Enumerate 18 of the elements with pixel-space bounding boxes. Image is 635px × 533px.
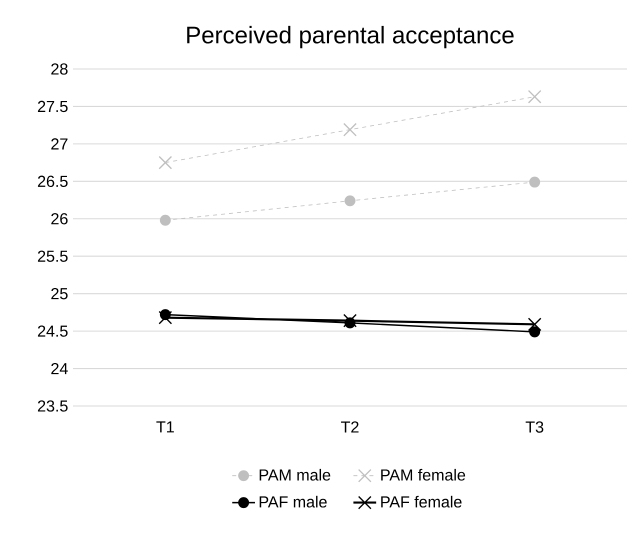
x-tick-label: T1 xyxy=(156,421,174,432)
y-tick-label: 25.5 xyxy=(38,250,68,262)
chart-title: Perceived parental acceptance xyxy=(187,26,514,48)
legend-label: PAM female xyxy=(381,468,466,481)
x-tick-label: T2 xyxy=(341,421,359,433)
y-tick-label: 27 xyxy=(51,138,68,150)
legend-label: PAF male xyxy=(260,496,327,508)
y-tick-label: 24.5 xyxy=(38,325,68,337)
y-tick-label: 28 xyxy=(51,63,68,75)
y-tick-label: 23.5 xyxy=(38,400,68,412)
y-tick-label: 25 xyxy=(51,288,68,300)
x-tick-label: T3 xyxy=(526,421,544,433)
y-tick-label: 27.5 xyxy=(38,100,68,112)
y-tick-label: 26 xyxy=(51,213,68,224)
legend-label: PAM male xyxy=(260,468,330,481)
y-tick-label: 24 xyxy=(51,362,68,374)
legend-label: PAF female xyxy=(381,496,462,508)
y-tick-label: 26.5 xyxy=(38,176,68,187)
